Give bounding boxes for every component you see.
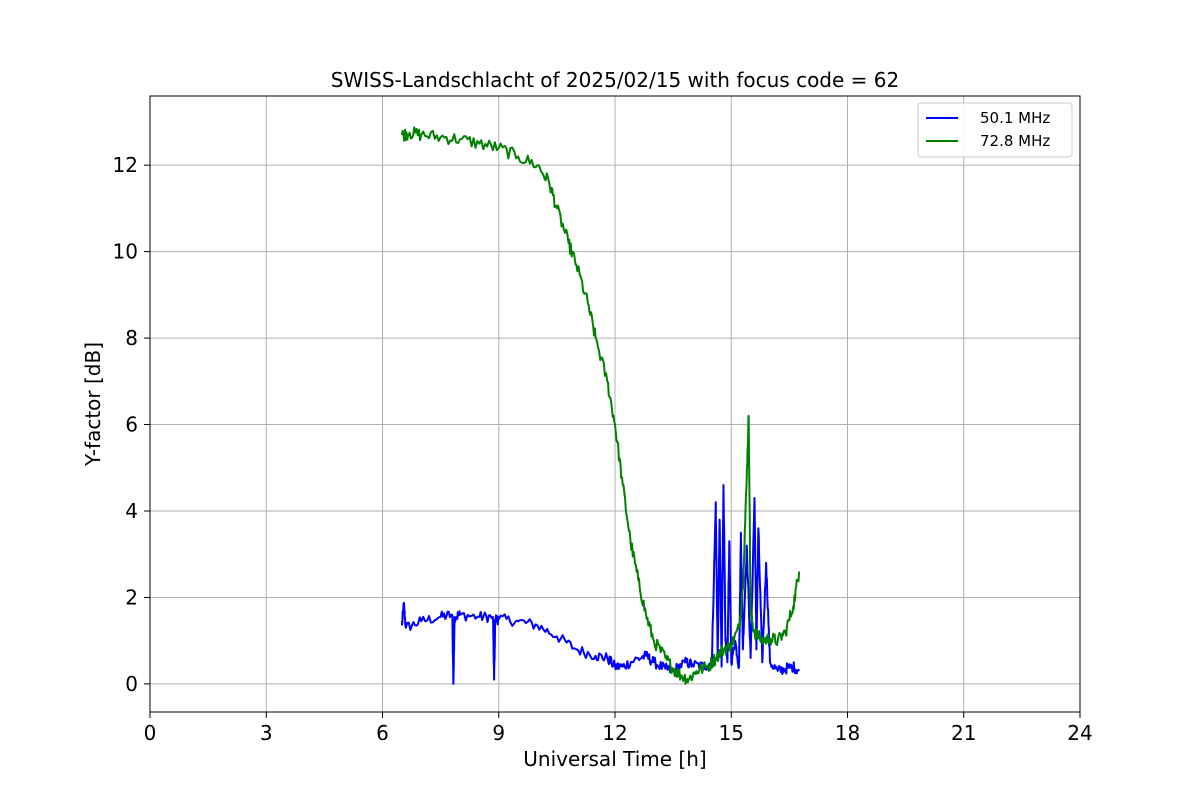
legend-label: 50.1 MHz bbox=[980, 109, 1050, 127]
y-tick-label: 0 bbox=[125, 672, 138, 696]
x-tick-label: 18 bbox=[835, 721, 860, 745]
legend-label: 72.8 MHz bbox=[980, 132, 1050, 150]
x-tick-label: 6 bbox=[376, 721, 389, 745]
x-axis-label: Universal Time [h] bbox=[523, 747, 706, 771]
x-tick-label: 9 bbox=[492, 721, 505, 745]
series-line-2 bbox=[400, 126, 801, 685]
y-tick-label: 12 bbox=[113, 153, 138, 177]
x-tick-label: 0 bbox=[144, 721, 157, 745]
legend-box bbox=[917, 102, 1073, 158]
x-tick-label: 3 bbox=[260, 721, 273, 745]
x-tick-label: 24 bbox=[1067, 721, 1092, 745]
series-line-1 bbox=[400, 484, 800, 685]
legend: 50.1 MHz 72.8 MHz bbox=[917, 102, 1073, 158]
y-tick-label: 2 bbox=[125, 585, 138, 609]
series-layer bbox=[400, 126, 801, 685]
y-axis-label: Y-factor [dB] bbox=[81, 342, 105, 467]
x-tick-label: 21 bbox=[951, 721, 976, 745]
y-tick-label: 4 bbox=[125, 499, 138, 523]
y-tick-label: 10 bbox=[113, 240, 138, 264]
y-tick-label: 6 bbox=[125, 413, 138, 437]
y-tick-label: 8 bbox=[125, 326, 138, 350]
x-tick-label: 12 bbox=[602, 721, 627, 745]
x-tick-label: 15 bbox=[719, 721, 744, 745]
chart-title: SWISS-Landschlacht of 2025/02/15 with fo… bbox=[331, 68, 899, 92]
